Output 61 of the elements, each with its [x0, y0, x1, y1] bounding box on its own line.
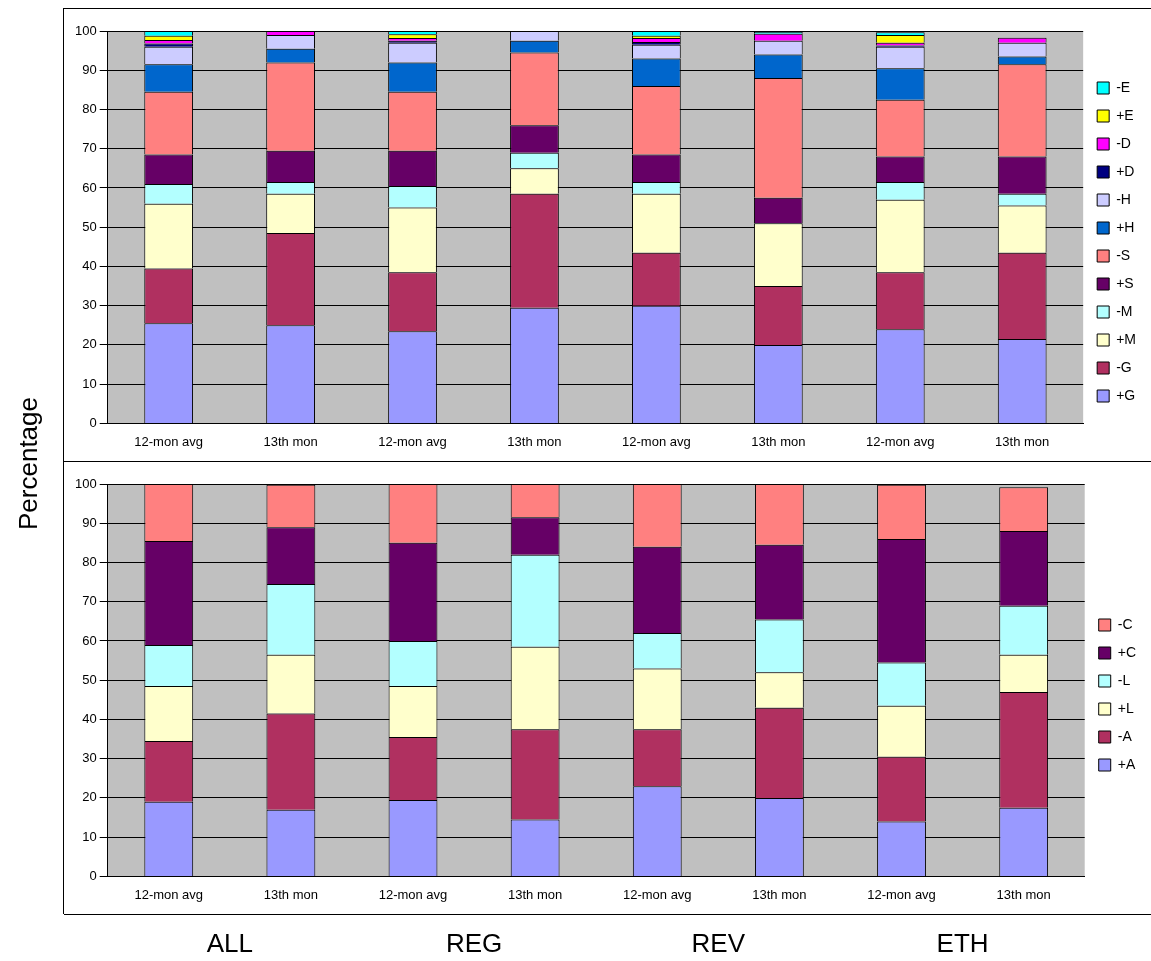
y-tick-label: 30: [82, 297, 97, 313]
y-tick-label: 70: [82, 140, 97, 156]
y-axis-title: Percentage: [12, 396, 44, 532]
x-tick-label: 12-mon avg: [378, 433, 447, 449]
legend-label: -C: [1117, 615, 1133, 632]
legend-label: +L: [1117, 699, 1134, 716]
x-tick-label: 13th mon: [996, 886, 1051, 902]
x-tick-label: 12-mon avg: [622, 433, 691, 449]
legend-label: -D: [1116, 134, 1131, 151]
x-tick-label: 12-mon avg: [622, 886, 692, 902]
x-tick-label: 12-mon avg: [867, 886, 936, 902]
y-tick-label: 60: [82, 632, 97, 648]
legend-label: +D: [1116, 162, 1135, 179]
y-tick-label: 50: [82, 218, 97, 234]
x-tick-label: 13th mon: [263, 433, 318, 449]
legend-label: +A: [1117, 755, 1136, 772]
legend-label: +E: [1116, 106, 1134, 123]
legend-label: +C: [1117, 643, 1137, 660]
y-tick-label: 90: [82, 61, 97, 77]
x-tick-label: 13th mon: [508, 886, 563, 902]
legend-label: +M: [1116, 330, 1137, 347]
y-tick-label: 30: [82, 750, 97, 766]
y-tick-label: 80: [82, 554, 97, 570]
legend-label: +S: [1116, 274, 1134, 291]
x-tick-label: 12-mon avg: [134, 433, 203, 449]
legend-label: -H: [1116, 190, 1131, 207]
legend-label: +G: [1116, 386, 1136, 403]
text: ETH: [935, 928, 990, 959]
y-tick-label: 80: [82, 101, 97, 117]
text: ALL: [205, 928, 254, 959]
x-tick-label: 13th mon: [995, 433, 1050, 449]
y-tick-label: 0: [89, 414, 97, 430]
x-tick-label: 13th mon: [507, 433, 562, 449]
x-tick-label: 13th mon: [263, 886, 318, 902]
legend-label: -G: [1116, 358, 1132, 375]
y-tick-label: 10: [82, 828, 97, 844]
y-tick-label: 0: [89, 867, 97, 883]
y-tick-label: 10: [82, 375, 97, 391]
x-tick-label: 13th mon: [752, 886, 807, 902]
text: REV: [690, 928, 747, 959]
y-tick-label: 100: [74, 22, 97, 38]
text: REG: [444, 928, 504, 959]
legend-label: -S: [1116, 246, 1131, 263]
y-tick-label: 70: [82, 593, 97, 609]
x-tick-label: 12-mon avg: [378, 886, 448, 902]
legend-label: -A: [1117, 727, 1133, 744]
x-tick-label: 12-mon avg: [134, 886, 204, 902]
y-tick-label: 20: [82, 336, 97, 352]
y-tick-label: 40: [82, 711, 97, 727]
y-tick-label: 90: [82, 514, 97, 530]
legend-label: -E: [1116, 78, 1131, 95]
y-tick-label: 100: [74, 475, 97, 491]
legend-label: -L: [1117, 671, 1131, 688]
y-tick-label: 60: [82, 179, 97, 195]
y-tick-label: 40: [82, 258, 97, 274]
y-tick-label: 50: [82, 671, 97, 687]
legend-label: -M: [1116, 302, 1133, 319]
x-tick-label: 12-mon avg: [865, 433, 935, 449]
y-tick-label: 20: [82, 789, 97, 805]
legend-label: +H: [1116, 218, 1135, 235]
x-tick-label: 13th mon: [751, 433, 806, 449]
